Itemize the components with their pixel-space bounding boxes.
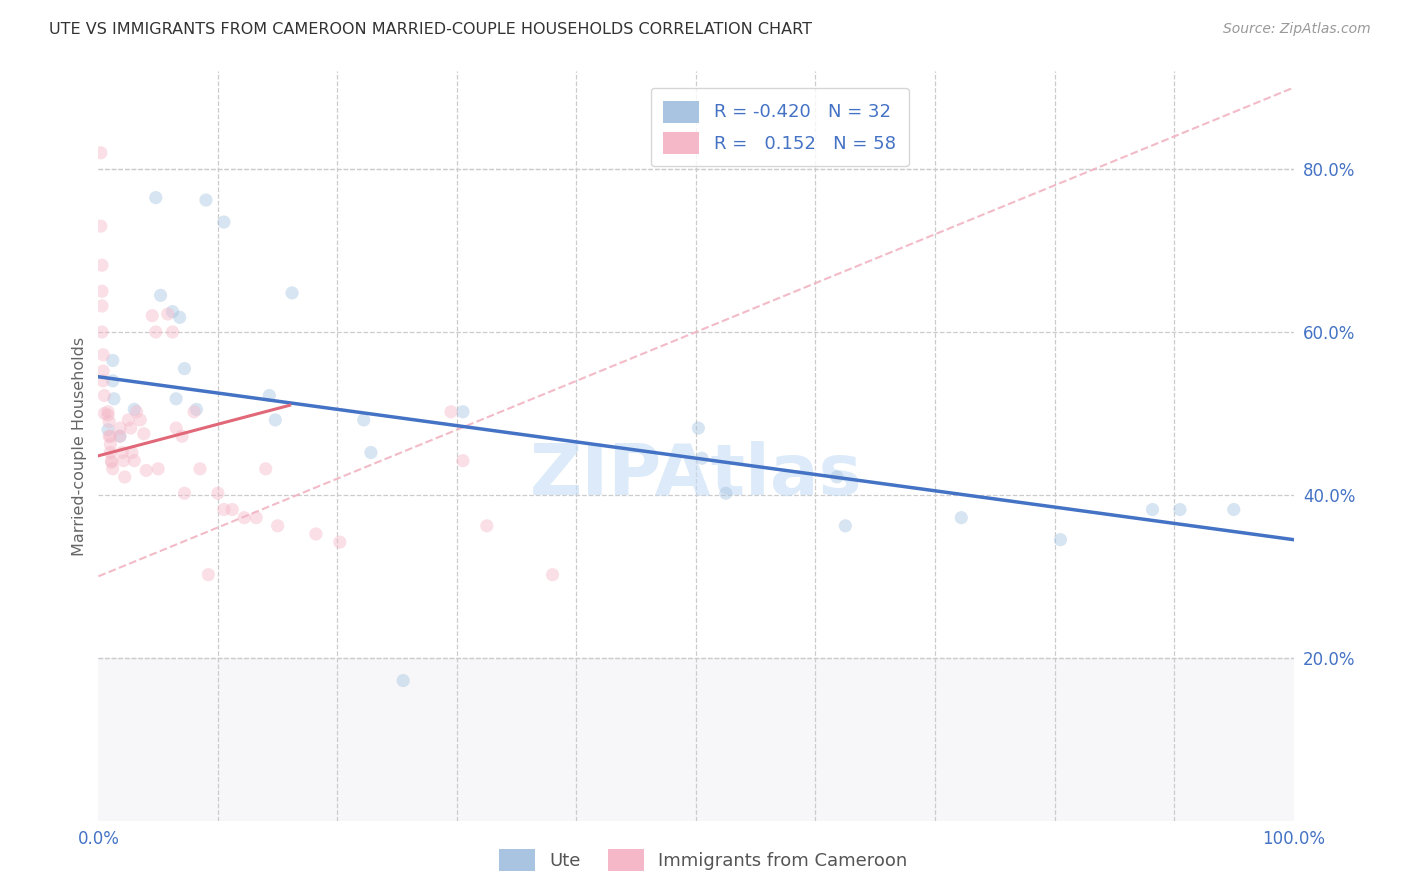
Point: [169, 310, 191, 325]
Point: [148, 462, 170, 476]
Point: [97, 408, 120, 422]
Point: [165, 392, 187, 406]
Point: [360, 445, 382, 459]
Point: [197, 567, 219, 582]
Point: [221, 502, 243, 516]
Point: [98, 415, 121, 429]
Point: [91, 364, 114, 378]
Point: [108, 421, 131, 435]
Point: [541, 567, 564, 582]
Point: [93, 388, 115, 402]
Point: [91, 325, 114, 339]
Point: [101, 374, 124, 388]
Point: [281, 285, 304, 300]
Point: [1049, 533, 1071, 547]
Point: [172, 429, 194, 443]
Point: [124, 453, 146, 467]
Point: [98, 437, 122, 451]
Point: [440, 405, 463, 419]
Point: [1168, 502, 1191, 516]
Point: [98, 429, 121, 443]
Point: [100, 455, 122, 469]
Point: [145, 325, 167, 339]
Point: [90, 219, 112, 233]
Legend: R = -0.420   N = 32, R =   0.152   N = 58: R = -0.420 N = 32, R = 0.152 N = 58: [651, 88, 908, 166]
Point: [264, 413, 287, 427]
Point: [91, 258, 114, 272]
Point: [108, 429, 131, 443]
Point: [97, 423, 120, 437]
Point: [825, 470, 848, 484]
Point: [141, 309, 163, 323]
Point: [162, 304, 184, 318]
Bar: [98, 657, 1294, 821]
Text: Source: ZipAtlas.com: Source: ZipAtlas.com: [1223, 22, 1371, 37]
Point: [101, 462, 124, 476]
Point: [156, 307, 179, 321]
Point: [183, 405, 205, 419]
Point: [98, 445, 122, 459]
Y-axis label: Married-couple Households: Married-couple Households: [72, 336, 87, 556]
Point: [259, 388, 281, 402]
Point: [212, 215, 235, 229]
Point: [103, 392, 125, 406]
Point: [91, 299, 114, 313]
Point: [125, 405, 148, 419]
Point: [392, 673, 415, 688]
Point: [91, 374, 114, 388]
Point: [188, 462, 211, 476]
Point: [111, 445, 134, 459]
Legend: Ute, Immigrants from Cameroon: Ute, Immigrants from Cameroon: [491, 842, 915, 879]
Point: [114, 470, 136, 484]
Point: [212, 502, 235, 516]
Point: [451, 453, 474, 467]
Point: [1142, 502, 1164, 516]
Point: [97, 405, 120, 419]
Point: [329, 535, 352, 549]
Point: [254, 462, 277, 476]
Point: [690, 451, 713, 466]
Point: [129, 413, 152, 427]
Point: [173, 486, 195, 500]
Point: [98, 429, 122, 443]
Point: [117, 413, 139, 427]
Text: ZIPAtlas: ZIPAtlas: [530, 442, 862, 510]
Point: [233, 510, 256, 524]
Point: [451, 405, 474, 419]
Point: [108, 429, 131, 443]
Point: [124, 402, 146, 417]
Point: [207, 486, 229, 500]
Text: UTE VS IMMIGRANTS FROM CAMEROON MARRIED-COUPLE HOUSEHOLDS CORRELATION CHART: UTE VS IMMIGRANTS FROM CAMEROON MARRIED-…: [49, 22, 813, 37]
Point: [93, 406, 115, 420]
Point: [353, 413, 375, 427]
Point: [132, 426, 155, 441]
Point: [186, 402, 208, 417]
Point: [101, 353, 124, 368]
Point: [90, 145, 112, 160]
Point: [195, 193, 218, 207]
Point: [173, 361, 195, 376]
Point: [950, 510, 973, 524]
Point: [162, 325, 184, 339]
Point: [245, 510, 267, 524]
Point: [165, 421, 187, 435]
Point: [714, 486, 737, 500]
Point: [834, 518, 856, 533]
Point: [267, 518, 290, 533]
Point: [475, 518, 498, 533]
Point: [91, 285, 114, 299]
Point: [305, 527, 328, 541]
Point: [145, 191, 167, 205]
Point: [149, 288, 172, 302]
Point: [120, 421, 142, 435]
Point: [91, 348, 114, 362]
Point: [100, 453, 122, 467]
Point: [135, 463, 157, 477]
Point: [688, 421, 710, 435]
Point: [121, 445, 143, 459]
Point: [1223, 502, 1246, 516]
Point: [112, 453, 135, 467]
